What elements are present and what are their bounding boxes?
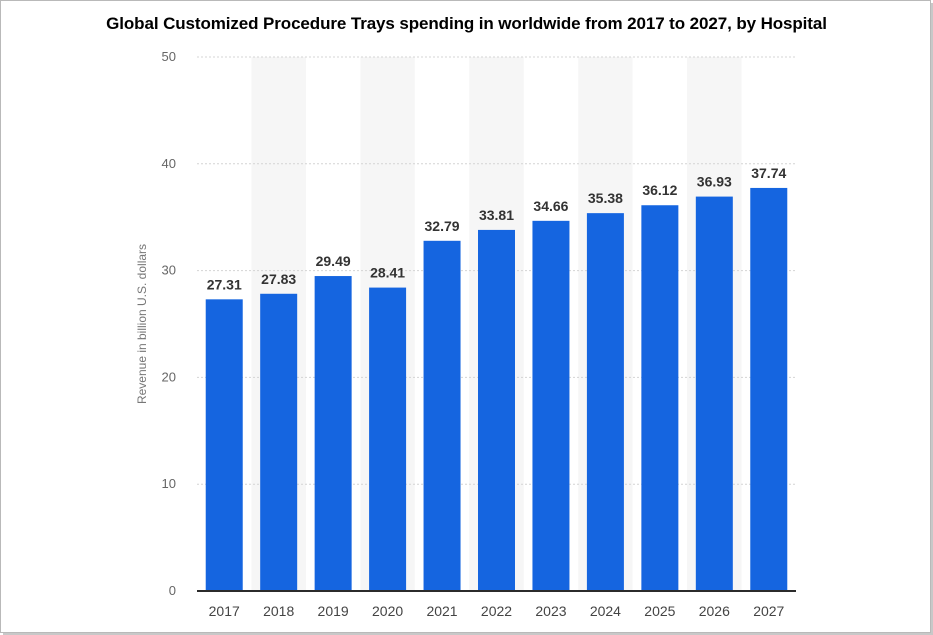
bar bbox=[205, 299, 243, 591]
y-axis-ticks: 0 10 20 30 40 50 bbox=[162, 49, 176, 598]
data-label: 28.41 bbox=[370, 265, 405, 281]
bar bbox=[478, 229, 515, 592]
y-axis-label: Revenue in billion U.S. dollars bbox=[135, 244, 149, 404]
y-tick-label: 30 bbox=[162, 263, 176, 278]
bar bbox=[750, 187, 788, 591]
bar bbox=[641, 205, 679, 591]
x-tick-label: 2025 bbox=[644, 603, 675, 619]
bars bbox=[205, 187, 788, 592]
bar bbox=[695, 196, 733, 592]
data-label: 33.81 bbox=[479, 207, 514, 223]
y-tick-label: 20 bbox=[162, 369, 176, 384]
data-label: 27.83 bbox=[261, 271, 296, 287]
y-tick-label: 50 bbox=[162, 49, 176, 64]
x-tick-label: 2024 bbox=[590, 603, 621, 619]
bar bbox=[369, 287, 407, 591]
data-label: 32.79 bbox=[425, 218, 460, 234]
data-label: 29.49 bbox=[316, 253, 351, 269]
y-tick-label: 0 bbox=[169, 583, 176, 598]
data-label: 37.74 bbox=[751, 165, 786, 181]
chart-title: Global Customized Procedure Trays spendi… bbox=[106, 14, 827, 33]
x-axis-ticks: 2017 2018 2019 2020 2021 2022 2023 2024 2025 2026… bbox=[209, 603, 785, 619]
data-label: 27.31 bbox=[207, 276, 242, 292]
bar bbox=[260, 293, 298, 591]
x-tick-label: 2023 bbox=[535, 603, 566, 619]
data-label: 36.93 bbox=[697, 174, 732, 190]
bar bbox=[586, 213, 624, 591]
data-label: 35.38 bbox=[588, 190, 623, 206]
y-tick-label: 40 bbox=[162, 156, 176, 171]
bar bbox=[314, 276, 352, 591]
bar bbox=[532, 220, 570, 591]
x-tick-label: 2017 bbox=[209, 603, 240, 619]
x-tick-label: 2019 bbox=[318, 603, 349, 619]
bar bbox=[423, 240, 461, 591]
x-tick-label: 2027 bbox=[753, 603, 784, 619]
y-tick-label: 10 bbox=[162, 476, 176, 491]
x-tick-label: 2026 bbox=[699, 603, 730, 619]
data-label: 34.66 bbox=[533, 198, 568, 214]
x-tick-label: 2022 bbox=[481, 603, 512, 619]
x-tick-label: 2020 bbox=[372, 603, 403, 619]
data-label: 36.12 bbox=[642, 182, 677, 198]
x-tick-label: 2021 bbox=[426, 603, 457, 619]
x-tick-label: 2018 bbox=[263, 603, 294, 619]
data-labels: 27.31 27.83 29.49 28.41 32.79 33.81 34.66 35.38… bbox=[207, 165, 787, 292]
